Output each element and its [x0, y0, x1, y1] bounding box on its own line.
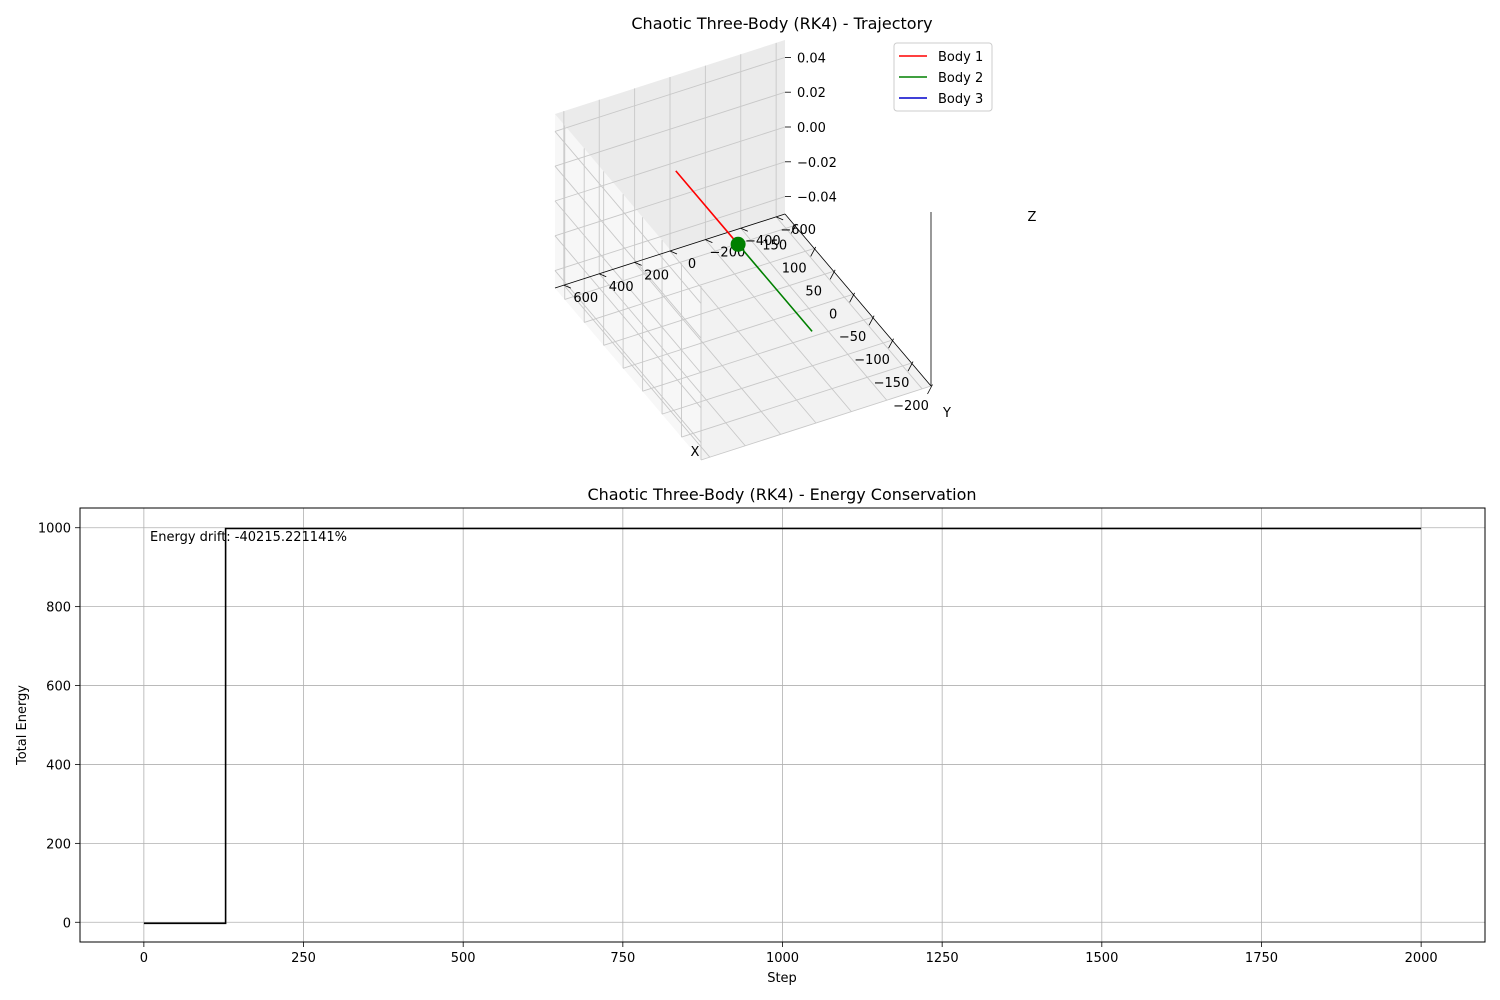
y-tick-label: 200 — [644, 268, 669, 283]
series-marker-2 — [730, 236, 746, 252]
energy-x-tick-label: 2000 — [1405, 951, 1438, 966]
energy-x-tick-label: 1750 — [1245, 951, 1278, 966]
energy-axes-frame — [79, 507, 1486, 943]
y-tick-label: 0 — [688, 257, 696, 272]
series-line-1 — [675, 170, 739, 245]
y-tick-label: 600 — [573, 291, 598, 306]
z-gridline — [554, 161, 786, 237]
z-gridline — [554, 91, 786, 167]
x-tick — [810, 246, 817, 257]
y-tick — [775, 216, 784, 221]
y-gridline — [740, 227, 888, 401]
z-tick-label: −0.04 — [797, 191, 837, 206]
energy-line — [143, 527, 1422, 925]
energy-chart: Chaotic Three-Body (RK4) - Energy Conser… — [15, 485, 1486, 986]
energy-x-axis-label: Step — [767, 971, 797, 986]
z-gridline — [554, 131, 702, 304]
energy-y-tick-label: 800 — [46, 601, 71, 616]
legend-label-2: Body 2 — [938, 71, 983, 86]
y-gridline — [634, 262, 781, 435]
energy-ticks: 0 250 500 750 1000 1250 1500 1750 2000 0 200 400 600… — [38, 522, 1438, 966]
x-tick — [888, 338, 894, 349]
x-tick-label: 150 — [762, 239, 787, 254]
y-tick-label: −400 — [745, 234, 781, 249]
y-gridline — [775, 216, 923, 390]
x-tick — [868, 315, 875, 326]
energy-grid — [80, 508, 1485, 942]
z-axis-label: Z — [1028, 210, 1037, 225]
energy-title: Chaotic Three-Body (RK4) - Energy Conser… — [587, 485, 976, 504]
z-gridline — [554, 56, 786, 132]
z-tick-label: 0.04 — [797, 51, 826, 66]
x-tick — [907, 361, 914, 372]
y-axis-label: Y — [942, 406, 951, 421]
energy-x-tick-label: 500 — [451, 951, 476, 966]
energy-x-tick-label: 1250 — [926, 951, 959, 966]
energy-x-tick-label: 1000 — [766, 951, 799, 966]
x-tick-label: 50 — [805, 284, 822, 299]
energy-y-tick-label: 400 — [46, 758, 71, 773]
legend: Body 1 Body 2 Body 3 — [893, 42, 993, 112]
trajectory-series — [675, 170, 813, 332]
legend-box — [893, 42, 993, 112]
z-gridline — [554, 200, 702, 374]
x-tick-label: −50 — [839, 330, 866, 345]
y-tick — [563, 284, 572, 289]
energy-y-tick-label: 0 — [63, 916, 71, 931]
y-tick-label: −600 — [780, 223, 816, 238]
x-tick-label: −200 — [893, 399, 929, 414]
z-tick-label: 0.00 — [797, 121, 826, 136]
legend-label-3: Body 3 — [938, 92, 983, 107]
x-tick — [790, 223, 797, 234]
x-axis-label: X — [691, 445, 700, 460]
z-tick-label: −0.02 — [797, 156, 837, 171]
energy-y-tick-label: 600 — [46, 680, 71, 695]
energy-y-tick-label: 200 — [46, 837, 71, 852]
energy-x-tick-label: 0 — [140, 951, 148, 966]
x-tick-label: 0 — [829, 307, 837, 322]
series-line-2 — [737, 243, 813, 332]
z-gridline — [554, 165, 702, 339]
energy-y-axis-label: Total Energy — [15, 685, 30, 766]
x-axis-line — [784, 213, 932, 387]
x-tick — [849, 292, 855, 303]
x-tick-label: −100 — [854, 353, 890, 368]
energy-x-tick-label: 750 — [610, 951, 635, 966]
energy-x-tick-label: 250 — [291, 951, 316, 966]
y-gridline — [705, 239, 852, 412]
y-gridline — [669, 250, 817, 424]
x-tick — [829, 269, 836, 280]
trajectory-title: Chaotic Three-Body (RK4) - Trajectory — [631, 14, 932, 33]
energy-drift-annotation: Energy drift: -40215.221141% — [150, 530, 347, 545]
z-gridline — [554, 235, 702, 409]
z-gridline — [554, 196, 786, 272]
legend-label-1: Body 1 — [938, 50, 983, 65]
y-tick — [599, 273, 607, 278]
x-tick-label: 100 — [782, 261, 807, 276]
x-tick-label: −150 — [874, 376, 910, 391]
z-gridline — [554, 126, 786, 202]
x-tick — [927, 384, 933, 395]
energy-x-tick-label: 1500 — [1085, 951, 1118, 966]
y-tick-label: 400 — [609, 280, 634, 295]
y-tick — [669, 250, 678, 255]
energy-y-tick-label: 1000 — [38, 522, 71, 537]
y-tick — [634, 262, 642, 266]
y-gridline — [563, 284, 711, 458]
z-tick-label: 0.02 — [797, 86, 826, 101]
y-tick — [705, 239, 713, 243]
z-gridline — [554, 270, 702, 443]
axis-grid — [554, 42, 932, 461]
energy-series — [143, 527, 1422, 925]
y-tick — [740, 227, 748, 232]
y-gridline — [598, 273, 746, 447]
trajectory-chart: Chaotic Three-Body (RK4) - Trajectory −2… — [554, 14, 1037, 461]
